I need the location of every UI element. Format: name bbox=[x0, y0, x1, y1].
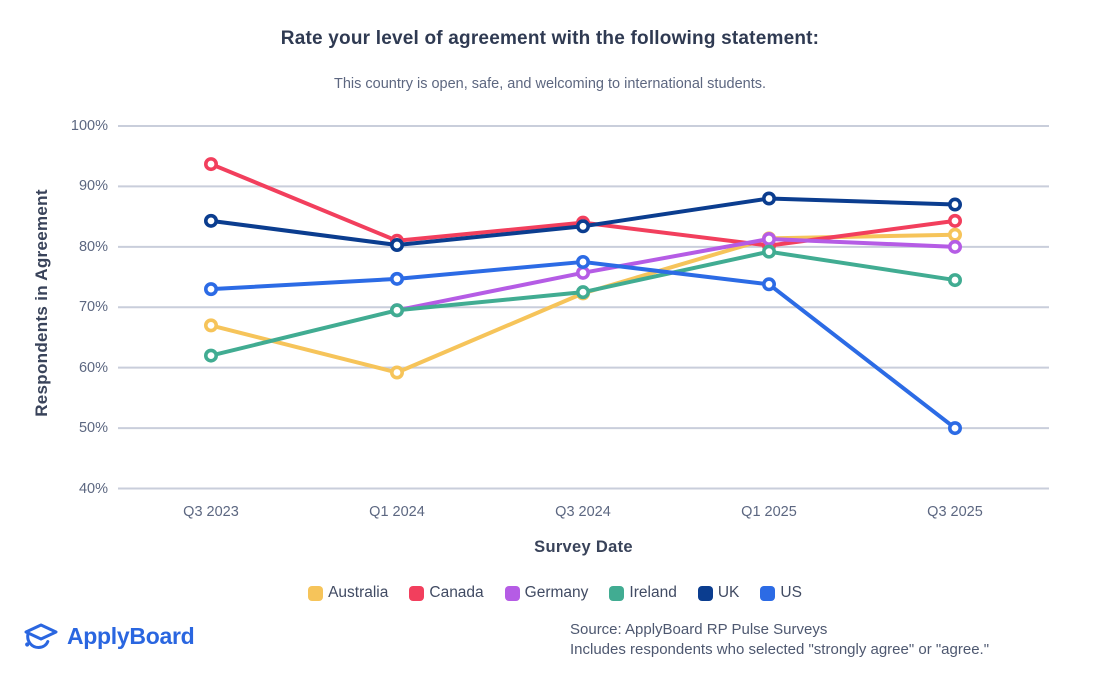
source-line-2: Includes respondents who selected "stron… bbox=[570, 641, 990, 658]
y-tick-label: 50% bbox=[78, 420, 108, 437]
series-marker-germany bbox=[947, 239, 962, 254]
x-tick-label: Q3 2024 bbox=[555, 504, 611, 520]
y-tick-label: 80% bbox=[78, 238, 108, 255]
legend-label: Ireland bbox=[629, 584, 677, 601]
series-marker-germany bbox=[761, 231, 776, 246]
series-marker-us bbox=[204, 282, 219, 297]
series-marker-germany bbox=[575, 265, 590, 280]
legend-swatch bbox=[760, 585, 776, 601]
series-marker-uk bbox=[761, 191, 776, 206]
series-marker-ireland bbox=[575, 285, 590, 300]
legend-swatch bbox=[409, 585, 425, 601]
y-tick-label: 60% bbox=[78, 359, 108, 376]
y-tick-label: 100% bbox=[70, 118, 108, 134]
source-text: Source: ApplyBoard RP Pulse Surveys Incl… bbox=[570, 620, 989, 660]
x-tick-label: Q1 2024 bbox=[369, 504, 425, 520]
series-marker-us bbox=[947, 421, 962, 436]
y-tick-label: 70% bbox=[78, 299, 108, 316]
legend-label: Australia bbox=[328, 584, 389, 601]
series-marker-australia bbox=[204, 318, 219, 333]
series-marker-uk bbox=[947, 197, 962, 212]
legend-swatch bbox=[609, 585, 625, 601]
logo-wordmark: ApplyBoard bbox=[67, 622, 195, 649]
legend-label: UK bbox=[717, 584, 740, 601]
legend-label: US bbox=[780, 584, 802, 601]
x-tick-label: Q1 2025 bbox=[741, 504, 797, 520]
legend-item-us: US bbox=[760, 584, 802, 602]
legend-swatch bbox=[504, 585, 520, 601]
legend-label: Germany bbox=[524, 584, 589, 601]
series-marker-us bbox=[389, 271, 404, 286]
legend-label: Canada bbox=[429, 584, 484, 601]
applyboard-logo: ApplyBoard bbox=[22, 620, 195, 652]
series-marker-us bbox=[761, 277, 776, 292]
series-marker-ireland bbox=[204, 348, 219, 363]
series-marker-australia bbox=[947, 227, 962, 242]
legend-item-australia: Australia bbox=[308, 584, 388, 602]
series-marker-canada bbox=[204, 157, 219, 172]
series-marker-australia bbox=[389, 365, 404, 380]
y-tick-label: 40% bbox=[78, 480, 108, 497]
x-tick-label: Q3 2025 bbox=[927, 504, 983, 520]
y-tick-label: 90% bbox=[78, 178, 108, 195]
legend-swatch bbox=[308, 585, 324, 601]
x-axis-title: Survey Date bbox=[534, 538, 633, 556]
legend-item-germany: Germany bbox=[504, 584, 589, 602]
series-marker-uk bbox=[389, 238, 404, 253]
series-marker-ireland bbox=[761, 244, 776, 259]
source-line-1: Source: ApplyBoard RP Pulse Surveys bbox=[570, 621, 828, 638]
series-marker-canada bbox=[947, 213, 962, 228]
chart-title: Rate your level of agreement with the fo… bbox=[280, 28, 820, 49]
chart-legend: Australia Canada Germany Ireland UK US bbox=[0, 584, 1100, 602]
series-marker-uk bbox=[204, 213, 219, 228]
chart-subtitle: This country is open, safe, and welcomin… bbox=[333, 76, 767, 92]
legend-item-canada: Canada bbox=[409, 584, 484, 602]
series-marker-ireland bbox=[389, 303, 404, 318]
series-marker-us bbox=[575, 254, 590, 269]
legend-swatch bbox=[697, 585, 713, 601]
series-marker-uk bbox=[575, 219, 590, 234]
legend-item-uk: UK bbox=[697, 584, 740, 602]
x-tick-label: Q3 2023 bbox=[183, 504, 239, 520]
y-axis-title: Respondents in Agreement bbox=[32, 189, 51, 417]
legend-item-ireland: Ireland bbox=[609, 584, 677, 602]
series-line-germany bbox=[395, 236, 957, 313]
series-marker-ireland bbox=[947, 273, 962, 288]
graduation-cap-icon bbox=[24, 623, 58, 650]
